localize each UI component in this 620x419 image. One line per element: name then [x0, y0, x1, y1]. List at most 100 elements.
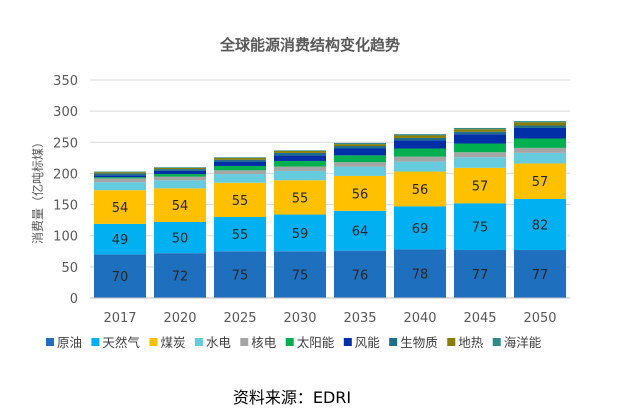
data-label: 54: [172, 199, 189, 214]
y-tick-label: 350: [53, 74, 78, 89]
bar-segment-生物质: [454, 131, 506, 135]
bar-segment-煤炭: [154, 188, 206, 223]
bar-segment-海洋能: [394, 134, 446, 136]
bar-segment-煤炭: [334, 175, 386, 211]
legend-swatch: [492, 338, 501, 346]
x-tick-label: 2035: [343, 311, 376, 326]
bar-segment-太阳能: [454, 143, 506, 153]
legend-label: 水电: [206, 335, 232, 350]
bar-segment-海洋能: [514, 121, 566, 123]
bar-segment-核电: [94, 178, 146, 183]
bar-segment-原油: [394, 249, 446, 298]
data-label: 64: [352, 225, 369, 240]
bar-segment-风能: [94, 175, 146, 178]
data-label: 56: [412, 183, 429, 198]
bar-segment-核电: [274, 166, 326, 171]
data-label: 82: [532, 219, 549, 234]
bar-segment-风能: [154, 170, 206, 175]
bar-segment-生物质: [334, 146, 386, 149]
x-tick-label: 2020: [163, 311, 196, 326]
bar-segment-天然气: [454, 203, 506, 251]
bar-segment-风能: [394, 140, 446, 149]
bar-segment-地热: [154, 167, 206, 170]
bar-segment-核电: [214, 170, 266, 175]
bar-segment-原油: [154, 253, 206, 298]
data-label: 72: [172, 270, 189, 285]
axes: 0 50 100 150 200 250 300 350 2017 2020 2025 2030 203…: [53, 74, 570, 326]
bar-segment-风能: [514, 127, 566, 139]
bar-segment-地热: [514, 122, 566, 126]
bar-segment-太阳能: [334, 155, 386, 163]
data-label: 75: [472, 221, 489, 236]
bar-segment-天然气: [214, 217, 266, 252]
legend-label: 天然气: [102, 335, 140, 350]
data-label: 55: [292, 191, 309, 206]
y-axis-label: 消费量（亿吨标煤）: [30, 136, 45, 244]
bar-segment-原油: [334, 250, 386, 298]
bar-segment-地热: [334, 144, 386, 147]
data-label: 77: [472, 268, 489, 283]
bar-segment-海洋能: [94, 171, 146, 173]
bar-segment-太阳能: [394, 148, 446, 157]
data-label: 57: [532, 175, 549, 190]
data-label: 56: [352, 187, 369, 202]
bar-segment-水电: [394, 161, 446, 172]
bar-segment-天然气: [154, 222, 206, 254]
bar-segment-太阳能: [514, 138, 566, 148]
bar-segment-生物质: [394, 137, 446, 141]
data-label: 49: [112, 233, 129, 248]
data-label: 70: [112, 270, 129, 285]
legend-label: 原油: [57, 335, 82, 350]
bar-segment-地热: [274, 151, 326, 153]
data-label: 75: [232, 269, 249, 284]
bar-segment-水电: [214, 174, 266, 183]
bar-segment-天然气: [394, 206, 446, 250]
y-tick-label: 300: [53, 105, 78, 120]
y-tick-label: 150: [53, 199, 78, 214]
legend-swatch: [343, 338, 352, 346]
bar-segment-原油: [214, 251, 266, 298]
x-tick-label: 2045: [463, 311, 496, 326]
legend-swatch: [389, 338, 398, 346]
y-tick-label: 250: [53, 136, 78, 151]
legend-swatch: [46, 338, 54, 346]
x-tick-label: 2040: [403, 311, 436, 326]
legend: 原油 天然气 煤炭 水电 核电 太阳能 风能 生物质 地热 海洋能: [46, 335, 542, 350]
x-tick-label: 2025: [223, 311, 256, 326]
bar-segment-地热: [394, 135, 446, 138]
bar-segment-核电: [154, 176, 206, 181]
legend-swatch: [285, 338, 294, 346]
bar-segment-太阳能: [94, 177, 146, 179]
source-note: 资料来源：EDRI: [233, 388, 351, 407]
bar-segment-海洋能: [334, 142, 386, 145]
bar-segment-天然气: [94, 223, 146, 255]
data-label: 59: [292, 227, 309, 242]
data-label: 75: [292, 269, 309, 284]
bar-segment-核电: [454, 152, 506, 158]
bar-segment-生物质: [274, 152, 326, 156]
bar-segment-原油: [274, 251, 326, 298]
bar-segment-天然气: [274, 214, 326, 252]
legend-swatch: [240, 338, 249, 346]
legend-label: 煤炭: [161, 335, 186, 350]
chart-title: 全球能源消费结构变化趋势: [219, 36, 400, 54]
bar-segment-生物质: [154, 169, 206, 171]
bar-segment-生物质: [94, 173, 146, 176]
bar-segment-原油: [514, 250, 566, 298]
bar-segment-煤炭: [454, 167, 506, 204]
bar-segment-天然气: [334, 210, 386, 251]
legend-label: 核电: [251, 335, 277, 350]
x-tick-label: 2030: [283, 311, 316, 326]
bar-segment-地热: [214, 157, 266, 160]
data-label: 76: [352, 268, 369, 283]
legend-label: 太阳能: [297, 335, 335, 350]
legend-label: 风能: [355, 335, 381, 350]
bar-segment-煤炭: [394, 171, 446, 207]
bar-segment-海洋能: [214, 157, 266, 158]
bar-segment-核电: [394, 156, 446, 162]
bar-segment-水电: [454, 157, 506, 168]
data-label: 55: [232, 194, 249, 209]
bar-segment-水电: [94, 182, 146, 191]
bar-segment-地热: [94, 172, 146, 174]
